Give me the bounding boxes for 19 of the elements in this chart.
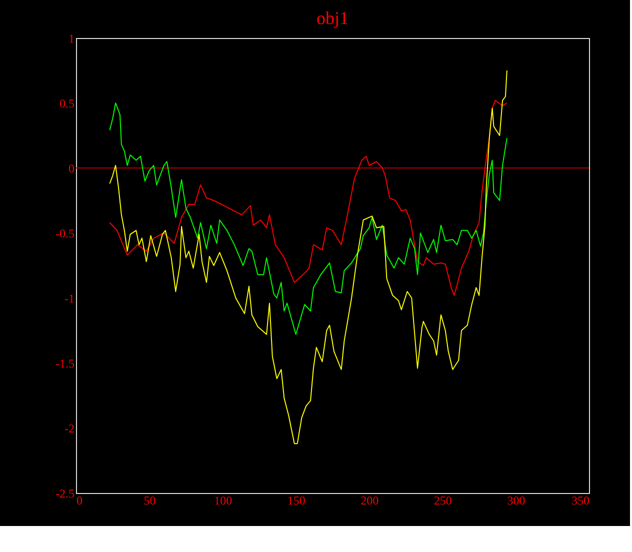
y-tick-label: -2	[64, 422, 74, 436]
y-tick-label: 0	[68, 162, 74, 176]
x-tick-label: 100	[214, 494, 232, 508]
x-tick-label: 350	[572, 494, 590, 508]
x-tick-label: 50	[144, 494, 156, 508]
line-series	[109, 102, 508, 335]
line-series	[109, 100, 508, 296]
chart-title: obj1	[316, 8, 349, 28]
y-tick-label: -2.5	[56, 486, 74, 500]
line-series	[109, 70, 508, 444]
y-tick-label: 1	[68, 32, 74, 46]
x-tick-label: 250	[434, 494, 452, 508]
x-tick-label: 200	[360, 494, 379, 508]
x-tick-label: 150	[287, 494, 306, 508]
y-tick-label: -1.5	[56, 356, 74, 370]
y-tick-label: -0.5	[56, 226, 74, 240]
x-tick-label: 300	[507, 494, 526, 508]
y-tick-label: 0.5	[60, 96, 74, 110]
y-tick-label: -1	[64, 292, 74, 306]
